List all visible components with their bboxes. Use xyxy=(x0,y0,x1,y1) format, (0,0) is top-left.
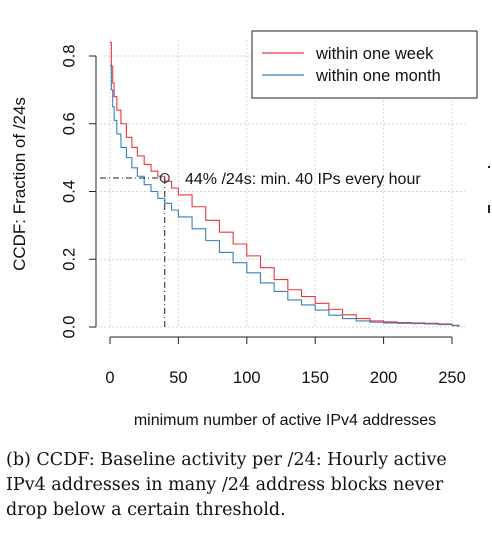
legend-label-week: within one week xyxy=(315,45,434,63)
x-axis-label: minimum number of active IPv4 addresses xyxy=(134,412,436,429)
y-tick-label: 0.8 xyxy=(60,45,78,68)
y-tick-label: 0.4 xyxy=(60,180,78,203)
x-tick-label: 100 xyxy=(233,369,261,387)
annotation-text: 44% /24s: min. 40 IPs every hour xyxy=(185,171,421,188)
legend-label-month: within one month xyxy=(315,67,441,85)
x-tick-label: 250 xyxy=(438,369,466,387)
ccdf-chart: 0 50 100 150 200 250 0.0 0.2 0.4 0.6 0.8 within on… xyxy=(10,30,478,429)
x-tick-label: 200 xyxy=(370,369,398,387)
y-axis-label: CCDF: Fraction of /24s xyxy=(10,97,29,271)
annotation-guides xyxy=(100,172,170,327)
series-lines xyxy=(110,41,460,327)
annotation-marker xyxy=(159,172,170,184)
x-tick-label: 150 xyxy=(301,369,329,387)
y-tick-label: 0.2 xyxy=(60,248,78,271)
legend: within one week within one month xyxy=(251,30,478,99)
axes: 0 50 100 150 200 250 0.0 0.2 0.4 0.6 0.8 xyxy=(60,45,465,387)
figure-caption: (b) CCDF: Baseline activity per /24: Hou… xyxy=(6,450,447,520)
x-tick-label: 50 xyxy=(169,369,187,387)
y-tick-label: 0.0 xyxy=(60,316,78,339)
series-line-month xyxy=(110,65,460,327)
legend-box xyxy=(251,30,478,99)
edge-fragment xyxy=(488,205,490,213)
edge-fragment xyxy=(488,166,490,168)
x-tick-label: 0 xyxy=(105,369,114,387)
series-line-week xyxy=(110,41,460,327)
y-tick-label: 0.6 xyxy=(60,112,78,135)
